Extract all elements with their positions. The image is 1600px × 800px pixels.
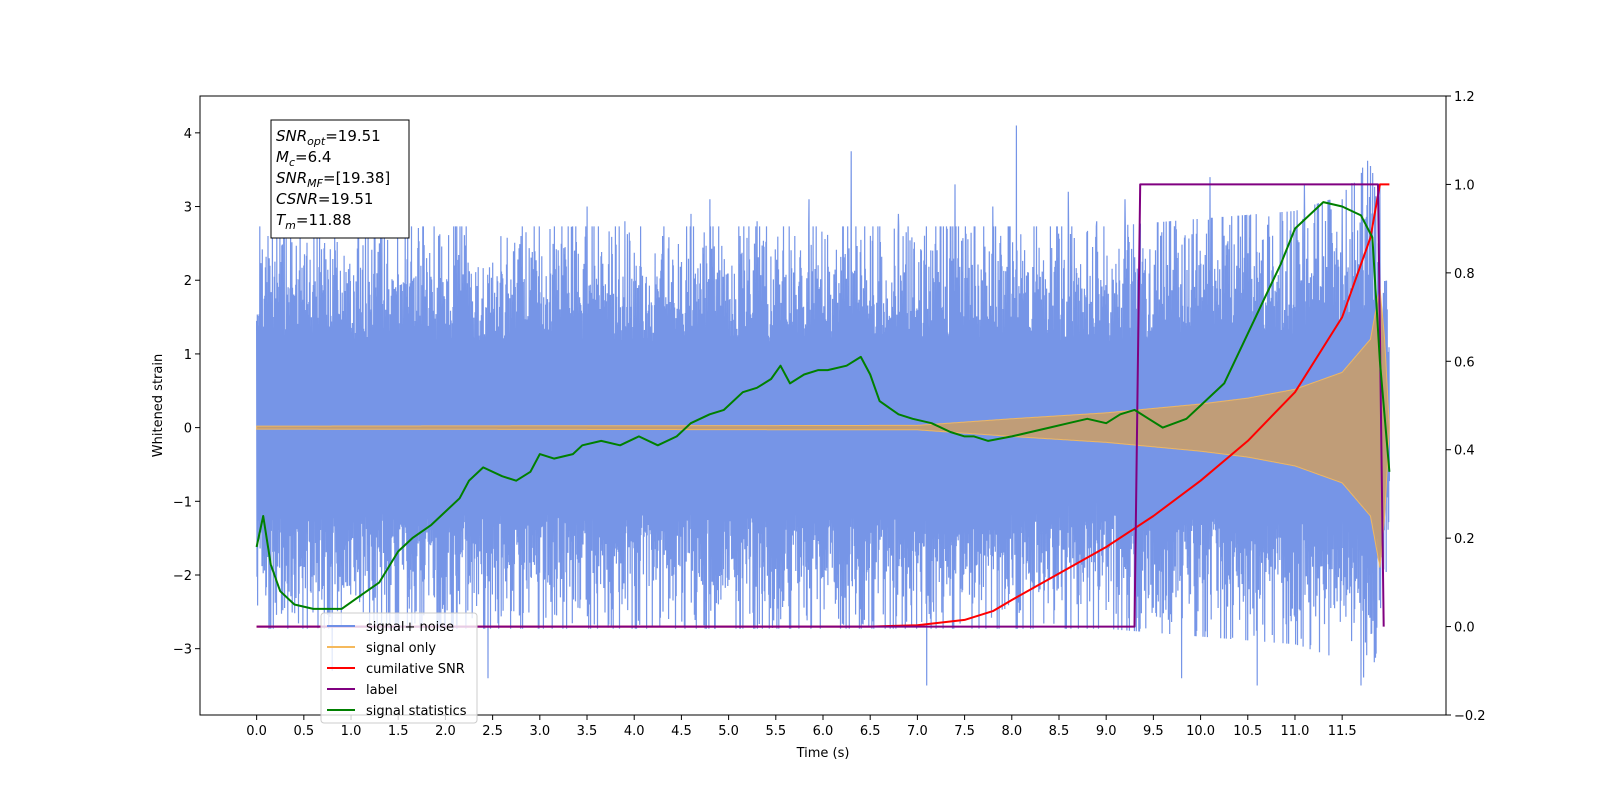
- cumilative-snr-line: [256, 183, 1390, 628]
- x-tick-label: 1.0: [341, 724, 362, 739]
- y-tick-label: 0: [184, 422, 192, 437]
- annotation-subscript: MF: [307, 177, 323, 190]
- y-tick-label: −3: [173, 643, 192, 658]
- annotation-line: Mc=6.4: [276, 148, 331, 169]
- annotation-symbol: M: [276, 148, 289, 166]
- x-tick-label: 7.0: [907, 724, 928, 739]
- signal-only-band: [256, 287, 1390, 568]
- x-tick-label: 11.0: [1280, 724, 1309, 739]
- y-tick-label: 2: [184, 274, 192, 289]
- y-tick-label: 4: [184, 127, 192, 142]
- x-tick-label: 4.0: [624, 724, 645, 739]
- x-tick-label: 9.0: [1096, 724, 1117, 739]
- y2-tick-label: 1.2: [1454, 90, 1475, 105]
- annotation-line: Tm=11.88: [276, 211, 351, 232]
- x-tick-label: 7.5: [954, 724, 975, 739]
- annotation-subscript: m: [285, 219, 296, 232]
- annotation-symbol: SNR: [276, 127, 307, 145]
- legend: signal+ noise signal only cumilative SNR la…: [320, 612, 478, 724]
- legend-box: [320, 612, 478, 724]
- annotation-line: CSNR=19.51: [276, 190, 373, 208]
- annotation-subscript: opt: [307, 135, 326, 148]
- x-tick-label: 5.0: [718, 724, 739, 739]
- legend-label: signal+ noise: [366, 620, 454, 635]
- x-tick-label: 2.5: [482, 724, 503, 739]
- x-tick-label: 2.0: [435, 724, 456, 739]
- x-tick-label: 6.0: [813, 724, 834, 739]
- x-tick-label: 1.5: [388, 724, 409, 739]
- y-tick-label: 3: [184, 201, 192, 216]
- annotation-value: =6.4: [295, 148, 331, 166]
- x-tick-label: 9.5: [1143, 724, 1164, 739]
- annotation-symbol: SNR: [276, 169, 307, 187]
- annotation-box: [270, 119, 410, 239]
- x-axis-label: Time (s): [796, 746, 850, 761]
- x-tick-label: 10.0: [1186, 724, 1215, 739]
- x-tick-label: 0.0: [246, 724, 267, 739]
- annotation-value: =19.51: [325, 127, 381, 145]
- y2-tick-label: 0.4: [1454, 444, 1475, 459]
- signal-statistics-line: [255, 201, 1391, 610]
- y2-tick-label: −0.2: [1454, 709, 1486, 724]
- annotation-value: =19.51: [318, 190, 374, 208]
- y-axis-label: Whitened strain: [151, 354, 166, 457]
- y2-tick-label: 1.0: [1454, 178, 1475, 193]
- legend-label: cumilative SNR: [366, 662, 465, 677]
- plot-area: [255, 125, 1391, 686]
- y2-tick-label: 0.0: [1454, 621, 1475, 636]
- x-tick-label: 10.5: [1233, 724, 1262, 739]
- y-tick-label: −2: [173, 569, 192, 584]
- x-tick-label: 0.5: [293, 724, 314, 739]
- legend-label: signal statistics: [366, 704, 467, 719]
- x-tick-label: 4.5: [671, 724, 692, 739]
- x-tick-label: 3.5: [577, 724, 598, 739]
- annotation-symbol: T: [276, 211, 287, 229]
- x-tick-label: 11.5: [1328, 724, 1357, 739]
- annotation-value: =[19.38]: [323, 169, 390, 187]
- x-tick-label: 8.0: [1001, 724, 1022, 739]
- y-tick-label: −1: [173, 495, 192, 510]
- signal-noise-line: [256, 125, 1390, 686]
- legend-label: signal only: [366, 641, 436, 656]
- x-tick-label: 3.0: [529, 724, 550, 739]
- y2-tick-label: 0.6: [1454, 355, 1475, 370]
- x-tick-label: 5.5: [765, 724, 786, 739]
- x-tick-label: 8.5: [1049, 724, 1070, 739]
- annotation-line: SNRMF=[19.38]: [276, 169, 390, 190]
- x-tick-label: 6.5: [860, 724, 881, 739]
- y-tick-label: 1: [184, 348, 192, 363]
- annotation-subscript: c: [289, 156, 295, 169]
- y2-tick-label: 0.2: [1454, 532, 1475, 547]
- annotation-value: =11.88: [296, 211, 352, 229]
- label-line: [256, 183, 1385, 628]
- y2-tick-label: 0.8: [1454, 267, 1475, 282]
- annotation-symbol: CSNR: [276, 190, 318, 208]
- annotation-line: SNRopt=19.51: [276, 127, 381, 148]
- legend-label: label: [366, 683, 397, 698]
